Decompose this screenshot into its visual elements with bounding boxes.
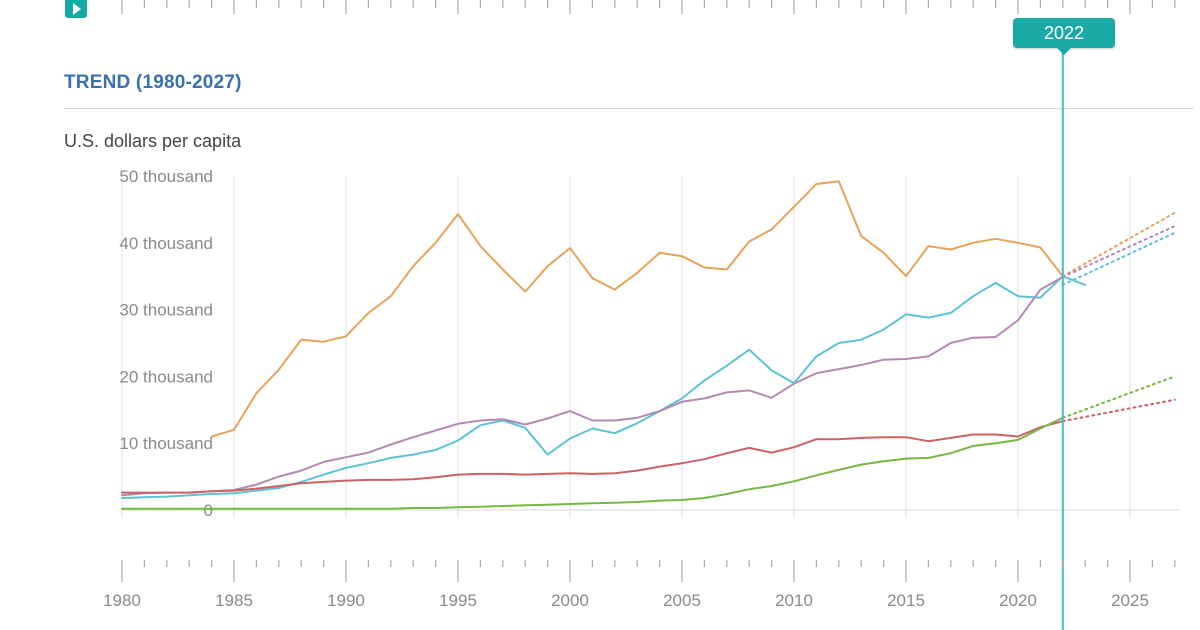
x-axis: 1980 1985 1990 1995 2000 2005 2010 2015 2020 2025 <box>103 560 1176 610</box>
projection-line-4 <box>1061 398 1176 423</box>
x-tick-label: 1985 <box>215 591 253 610</box>
y-axis-unit-label: U.S. dollars per capita <box>64 131 242 151</box>
y-tick-label: 30 thousand <box>119 301 213 320</box>
series-line-1 <box>210 180 1064 438</box>
y-tick-label: 20 thousand <box>119 367 213 386</box>
series-line-4 <box>121 420 1064 494</box>
x-tick-label: 2020 <box>999 591 1037 610</box>
x-tick-label: 2005 <box>663 591 701 610</box>
play-button[interactable] <box>65 0 87 18</box>
grid-lines <box>121 176 1180 518</box>
series-line-5 <box>121 416 1064 510</box>
x-tick-label: 1990 <box>327 591 365 610</box>
projection-line-3 <box>1061 225 1176 278</box>
year-marker-badge[interactable]: 2022 <box>1013 18 1115 55</box>
x-tick-label: 2015 <box>887 591 925 610</box>
projection-lines <box>1061 211 1176 423</box>
title-divider <box>64 108 1194 109</box>
y-tick-label: 50 thousand <box>119 167 213 186</box>
projection-line-2 <box>1061 231 1176 286</box>
series-lines <box>121 180 1087 510</box>
y-tick-label: 40 thousand <box>119 234 213 253</box>
projection-line-1 <box>1061 211 1176 278</box>
projection-line-5 <box>1061 375 1176 419</box>
x-tick-label: 2025 <box>1111 591 1149 610</box>
y-tick-label: 0 <box>204 501 213 520</box>
x-tick-label: 1980 <box>103 591 141 610</box>
x-tick-label: 2000 <box>551 591 589 610</box>
section-title: TREND (1980-2027) <box>64 72 242 93</box>
y-axis-labels: 0 10 thousand 20 thousand 30 thousand 40 tho… <box>119 167 213 520</box>
series-line-3 <box>121 275 1064 497</box>
x-tick-label: 1995 <box>439 591 477 610</box>
series-line-2 <box>121 275 1087 499</box>
top-timeline-ticks <box>121 0 1176 14</box>
y-tick-label: 10 thousand <box>119 434 213 453</box>
x-tick-label: 2010 <box>775 591 813 610</box>
